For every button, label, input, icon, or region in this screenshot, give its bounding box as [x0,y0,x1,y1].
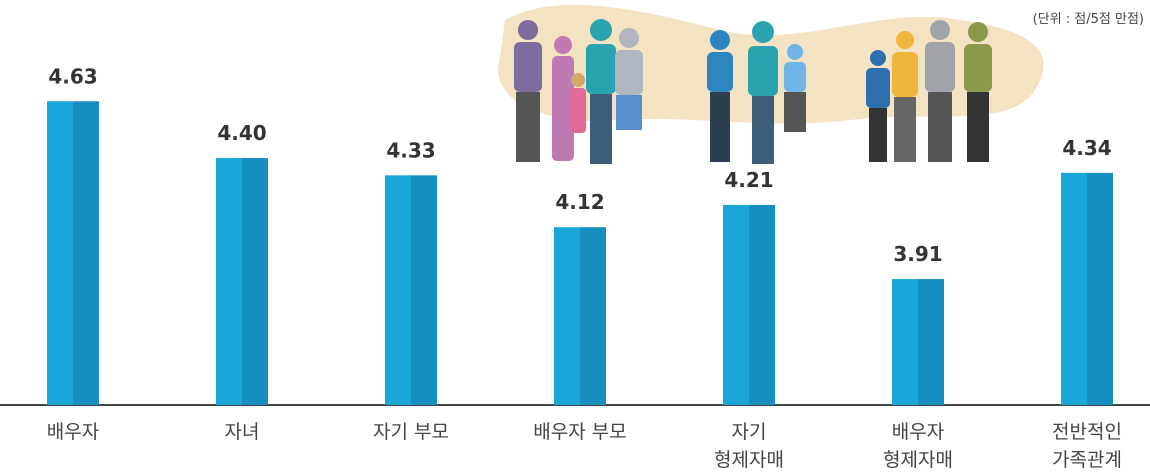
x-tick-label: 배우자 [46,421,100,443]
bar [892,279,944,405]
bar [723,204,775,405]
value-label: 4.33 [386,138,435,162]
value-label: 3.91 [893,242,942,266]
x-tick-label: 자기 부모 [373,421,449,443]
x-tick-label: 자녀 [224,421,260,443]
value-label: 4.63 [48,64,97,88]
bar [216,158,268,405]
bar [554,227,606,405]
value-label: 4.21 [724,168,773,192]
value-label: 4.40 [217,121,266,145]
bar [1061,172,1113,405]
bar [385,175,437,405]
bar [47,101,99,405]
unit-note: (단위 : 점/5점 만점) [1032,12,1144,27]
x-tick-label: 자기 형제자매 [714,421,784,471]
value-label: 4.12 [555,190,604,214]
x-tick-label: 배우자 부모 [533,421,627,443]
illustration [498,4,1044,164]
x-tick-label: 배우자 형제자매 [883,421,953,471]
x-tick-label: 전반적인 가족관계 [1052,421,1122,471]
value-label: 4.34 [1062,136,1111,160]
